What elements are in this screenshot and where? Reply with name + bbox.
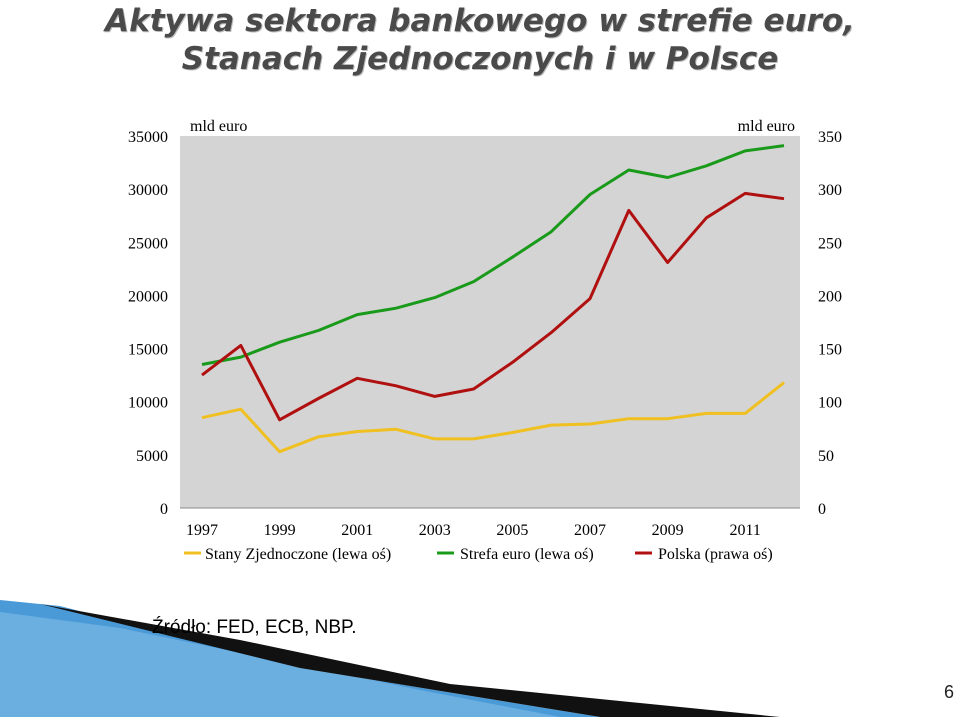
x-axis-ticks: 1997 1999 2001 2003 2005 2007 2009 2011 bbox=[186, 522, 761, 539]
right-tick-label: 0 bbox=[818, 501, 826, 518]
left-tick-label: 0 bbox=[160, 501, 168, 518]
plot-area bbox=[180, 136, 800, 508]
x-tick-label: 2003 bbox=[419, 522, 451, 539]
right-tick-label: 50 bbox=[818, 448, 834, 465]
x-tick-label: 2005 bbox=[496, 522, 528, 539]
legend-entry-3: Polska (prawa oś) bbox=[658, 546, 773, 563]
right-tick-label: 100 bbox=[818, 395, 842, 412]
right-tick-label: 300 bbox=[818, 182, 842, 199]
x-tick-label: 1999 bbox=[264, 522, 296, 539]
source-note: Źródło: FED, ECB, NBP. bbox=[152, 617, 357, 638]
x-tick-label: 1997 bbox=[186, 522, 218, 539]
page-number: 6 bbox=[944, 682, 955, 702]
series-lines bbox=[201, 144, 785, 454]
left-tick-label: 20000 bbox=[128, 288, 168, 305]
legend-entry-2: Strefa euro (lewa oś) bbox=[460, 546, 594, 563]
left-axis-ticks: 0 5000 10000 15000 20000 25000 30000 35000 bbox=[128, 129, 168, 518]
series-line-1 bbox=[201, 381, 785, 454]
left-axis-label: mld euro bbox=[190, 118, 247, 135]
line-chart: 0 5000 10000 15000 20000 25000 30000 35000 0 50 1… bbox=[128, 118, 842, 563]
title-line-1: Aktywa sektora bankowego w strefie euro, bbox=[105, 3, 855, 39]
left-tick-label: 30000 bbox=[128, 182, 168, 199]
left-tick-label: 15000 bbox=[128, 342, 168, 359]
swoosh-light-band bbox=[0, 612, 560, 717]
right-tick-label: 150 bbox=[818, 342, 842, 359]
right-tick-label: 250 bbox=[818, 235, 842, 252]
title-line-2: Stanach Zjednoczonych i w Polsce bbox=[181, 41, 779, 77]
left-tick-label: 10000 bbox=[128, 395, 168, 412]
left-tick-label: 25000 bbox=[128, 235, 168, 252]
right-axis-label: mld euro bbox=[738, 118, 795, 135]
legend-entry-1: Stany Zjednoczone (lewa oś) bbox=[205, 546, 391, 563]
left-tick-label: 5000 bbox=[136, 448, 168, 465]
series-line-3 bbox=[201, 191, 785, 422]
x-tick-label: 2009 bbox=[652, 522, 684, 539]
series-line-2 bbox=[201, 144, 785, 366]
right-tick-label: 200 bbox=[818, 288, 842, 305]
page-title: Aktywa sektora bankowego w strefie euro,… bbox=[0, 2, 960, 78]
legend: Stany Zjednoczone (lewa oś) Strefa euro (… bbox=[184, 546, 773, 563]
x-tick-label: 2011 bbox=[729, 522, 760, 539]
x-tick-label: 2007 bbox=[574, 522, 606, 539]
left-tick-label: 35000 bbox=[128, 129, 168, 146]
right-axis-ticks: 0 50 100 150 200 250 300 350 bbox=[818, 129, 842, 518]
x-tick-label: 2001 bbox=[341, 522, 373, 539]
right-tick-label: 350 bbox=[818, 129, 842, 146]
